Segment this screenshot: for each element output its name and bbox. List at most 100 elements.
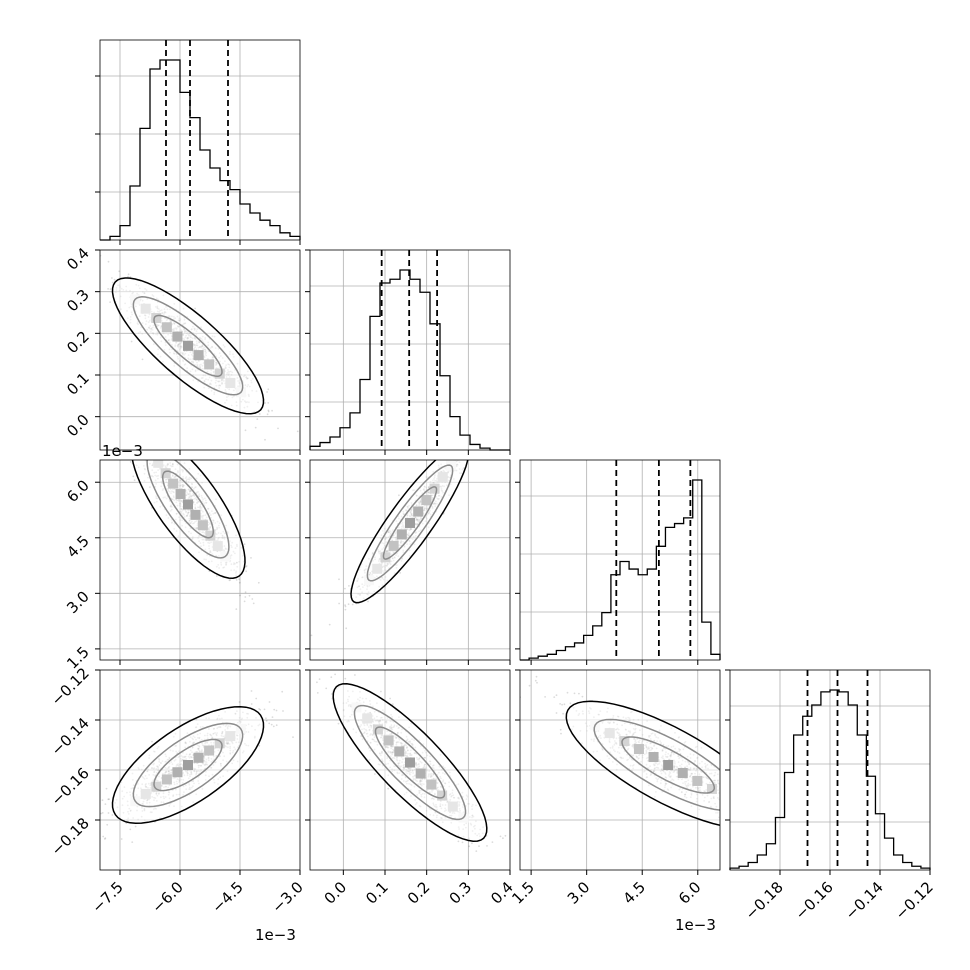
- scatter-point: [325, 687, 328, 690]
- scatter-point: [259, 708, 262, 711]
- scatter-point: [344, 677, 347, 680]
- scatter-point: [151, 457, 153, 459]
- scatter-point: [109, 288, 112, 290]
- scatter-point: [731, 815, 733, 817]
- scatter-point: [272, 725, 275, 728]
- scatter-point: [478, 432, 480, 434]
- scatter-point: [334, 673, 336, 676]
- scatter-point: [330, 676, 333, 679]
- scatter-point: [104, 803, 107, 805]
- scatter-point: [338, 602, 340, 605]
- scatter-point: [721, 778, 723, 780]
- scatter-point: [553, 696, 556, 698]
- scatter-point: [724, 784, 726, 786]
- scatter-point: [739, 776, 741, 778]
- scatter-point: [741, 796, 743, 798]
- scatter-point: [316, 692, 319, 694]
- scatter-point: [264, 438, 266, 441]
- scatter-point: [271, 409, 273, 412]
- scatter-point: [238, 578, 241, 581]
- scatter-point: [153, 435, 155, 437]
- scatter-point: [755, 804, 757, 806]
- scatter-point: [101, 799, 104, 802]
- scatter-point: [476, 436, 478, 438]
- scatter-point: [171, 457, 173, 459]
- scatter-point: [348, 585, 350, 587]
- scatter-point: [111, 814, 114, 816]
- scatter-point: [447, 455, 449, 457]
- scatter-point: [133, 432, 135, 434]
- scatter-point: [468, 845, 471, 848]
- scatter-point: [154, 441, 156, 443]
- scatter-point: [132, 475, 135, 478]
- scatter-point: [734, 809, 736, 811]
- scatter-point: [107, 288, 109, 290]
- scatter-point: [534, 679, 537, 682]
- scatter-point: [727, 813, 729, 815]
- scatter-point: [464, 446, 466, 448]
- scatter-point: [484, 423, 486, 425]
- scatter-point: [264, 402, 266, 404]
- scatter-point: [275, 709, 278, 712]
- scatter-point: [107, 422, 109, 424]
- scatter-point: [105, 787, 108, 790]
- scatter-point: [502, 837, 504, 840]
- scatter-point: [244, 429, 247, 432]
- scatter-point: [250, 690, 253, 692]
- scatter-point: [239, 594, 241, 597]
- scatter-point: [344, 608, 347, 611]
- scatter-point: [344, 605, 347, 608]
- scatter-point: [155, 456, 157, 458]
- scatter-point: [130, 427, 132, 429]
- scatter-point: [455, 455, 457, 457]
- scatter-point: [129, 424, 131, 426]
- scatter-point: [745, 791, 747, 793]
- scatter-point: [141, 358, 144, 361]
- scatter-point: [469, 451, 471, 453]
- scatter-point: [111, 281, 114, 284]
- scatter-point: [738, 816, 740, 818]
- scatter-point: [328, 623, 331, 626]
- scatter-point: [238, 581, 241, 584]
- scatter-point: [235, 608, 238, 610]
- scatter-point: [471, 842, 473, 845]
- scatter-point: [761, 829, 763, 831]
- scatter-point: [173, 454, 175, 456]
- scatter-point: [102, 835, 105, 838]
- scatter-point: [111, 277, 113, 279]
- scatter-point: [318, 678, 321, 680]
- scatter-point: [129, 828, 132, 831]
- scatter-point: [266, 413, 269, 416]
- scatter-point: [459, 458, 461, 460]
- scatter-point: [731, 798, 733, 800]
- scatter-point: [389, 697, 391, 700]
- scatter-point: [132, 427, 134, 429]
- scatter-point: [146, 440, 148, 442]
- scatter-point: [265, 717, 267, 720]
- scatter-point: [147, 453, 149, 455]
- scatter-point: [140, 410, 142, 412]
- scatter-point: [251, 598, 254, 600]
- scatter-point: [268, 722, 271, 725]
- scatter-point: [153, 441, 155, 443]
- scatter-point: [486, 845, 488, 847]
- scatter-point: [484, 428, 486, 430]
- scatter-point: [746, 817, 748, 819]
- scatter-point: [344, 587, 346, 590]
- scatter-point: [578, 692, 580, 695]
- scatter-point: [229, 579, 232, 581]
- scatter-point: [155, 446, 157, 448]
- scatter-point: [116, 424, 118, 426]
- scatter-point: [316, 681, 318, 684]
- scatter-point: [131, 841, 134, 843]
- scatter-point: [98, 404, 100, 406]
- scatter-point: [791, 833, 793, 835]
- scatter-point: [387, 787, 390, 790]
- scatter-point: [504, 834, 507, 837]
- scatter-point: [478, 845, 480, 847]
- scatter-point: [158, 457, 160, 459]
- scatter-point: [235, 579, 238, 581]
- scatter-point: [491, 841, 494, 843]
- scatter-point: [244, 591, 247, 594]
- scatter-point: [569, 702, 572, 705]
